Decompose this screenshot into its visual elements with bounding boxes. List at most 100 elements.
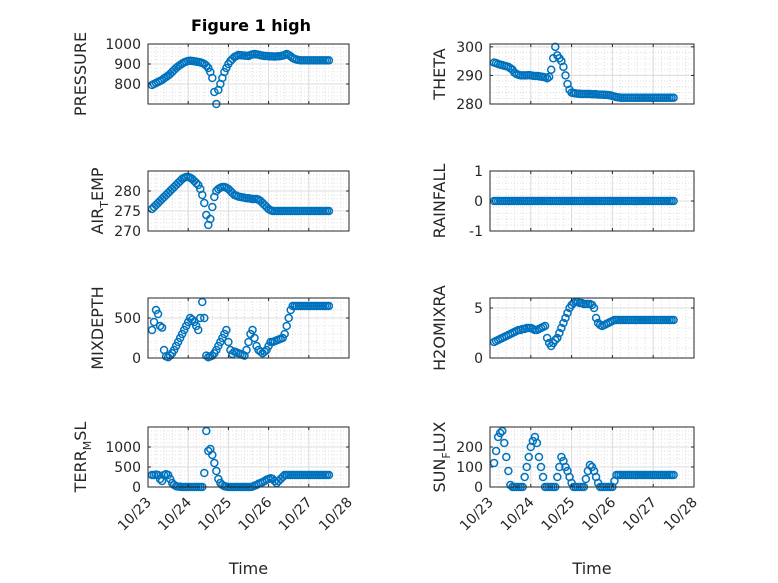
data-point: [147, 325, 157, 335]
y-tick-label: 200: [456, 440, 483, 456]
axes-box: [489, 426, 695, 488]
axes-box: [147, 170, 350, 232]
data-point: [165, 474, 175, 484]
y-tick-label: 1000: [105, 440, 141, 456]
y-axis-label-subscript: T: [98, 201, 111, 209]
axes-theta: 280 290 300 THETA: [430, 40, 695, 113]
data-point: [177, 329, 187, 339]
data-point: [528, 436, 538, 446]
data-point: [585, 460, 595, 470]
data-point: [242, 345, 251, 355]
data-point: [169, 345, 179, 355]
data-point: [222, 63, 231, 73]
data-point: [206, 214, 215, 224]
data-point: [551, 335, 560, 345]
data-point: [581, 474, 591, 484]
data-point: [542, 74, 552, 83]
y-tick-label: 0: [474, 351, 483, 367]
data-point: [240, 351, 249, 360]
figure-title: Figure 1 high: [191, 16, 311, 35]
data-point: [555, 328, 564, 338]
data-point: [542, 333, 552, 343]
y-axis-label-main: MIXDEPTH: [88, 286, 107, 369]
y-tick-label: 1: [474, 164, 483, 180]
data-point: [559, 318, 568, 328]
data-point: [200, 313, 209, 323]
y-axis-label-main: TERR: [71, 450, 90, 493]
axes-box: [147, 426, 350, 488]
data-point: [500, 438, 509, 448]
data-point: [210, 87, 219, 97]
data-point: [495, 428, 505, 438]
data-point: [153, 470, 163, 480]
data-point: [214, 341, 223, 351]
y-axis-label-subscript: F: [440, 452, 453, 458]
y-axis-label: AIRTEMP: [88, 167, 111, 234]
y-axis-label-rest: SL: [71, 422, 90, 441]
series-pressure: [147, 49, 334, 109]
data-point: [561, 71, 570, 80]
data-point: [284, 313, 293, 323]
series-air_temp: [147, 172, 334, 230]
series-mixdepth: [147, 297, 334, 362]
y-axis-label: TERRMSL: [71, 422, 94, 494]
y-tick-label: 0: [474, 480, 483, 496]
data-point: [524, 452, 534, 462]
series-rainfall: [489, 196, 678, 206]
data-point: [557, 452, 566, 462]
data-point: [179, 325, 189, 335]
data-point: [216, 337, 225, 347]
data-point: [493, 432, 503, 442]
y-tick-label: 0: [132, 480, 141, 496]
y-tick-label: 300: [456, 40, 483, 56]
y-tick-label: 1000: [105, 37, 141, 53]
data-point: [202, 351, 211, 360]
data-point: [210, 458, 219, 468]
y-tick-label: 800: [114, 77, 141, 93]
data-point: [540, 321, 550, 331]
data-point: [171, 341, 181, 351]
series-theta: [489, 42, 678, 102]
y-axis-label-main: AIR: [88, 208, 107, 235]
y-axis-label: MIXDEPTH: [88, 286, 107, 369]
data-point: [563, 308, 572, 318]
axes-box: [489, 43, 695, 105]
data-point: [244, 337, 253, 347]
data-point: [280, 329, 289, 339]
axes-rainfall: -1 0 1 RAINFALL: [430, 164, 695, 240]
y-tick-label: -1: [469, 224, 483, 240]
data-point: [324, 301, 334, 311]
data-point: [561, 313, 570, 323]
data-point: [155, 321, 165, 331]
data-point: [198, 190, 207, 200]
data-point: [149, 317, 159, 327]
data-point: [669, 93, 678, 102]
data-point: [212, 345, 221, 355]
data-point: [536, 462, 546, 472]
y-tick-label: 500: [114, 311, 141, 327]
data-point: [504, 466, 513, 476]
y-axis-label-rest: EMP: [88, 167, 107, 201]
data-point: [546, 65, 556, 74]
data-point: [669, 196, 678, 206]
x-axis-label: Time: [228, 559, 268, 578]
data-point: [551, 42, 560, 52]
axes-h2omixra: 0 5 H2OMIXRA: [430, 285, 695, 371]
data-point: [553, 472, 562, 482]
data-point: [173, 337, 183, 347]
data-point: [194, 325, 203, 335]
y-tick-label: 275: [114, 204, 141, 220]
x-axis-label: Time: [571, 559, 611, 578]
y-tick-label: 280: [456, 97, 483, 113]
data-point: [196, 313, 205, 323]
y-tick-label: 270: [114, 224, 141, 240]
y-axis-label-main: RAINFALL: [430, 164, 449, 239]
y-axis-label: PRESSURE: [71, 32, 90, 116]
data-point: [208, 202, 217, 212]
y-tick-label: 0: [474, 194, 483, 210]
y-axis-label: SUNFLUX: [430, 421, 453, 492]
data-point: [324, 470, 334, 480]
data-point: [532, 438, 542, 448]
axes-box: [147, 297, 350, 359]
